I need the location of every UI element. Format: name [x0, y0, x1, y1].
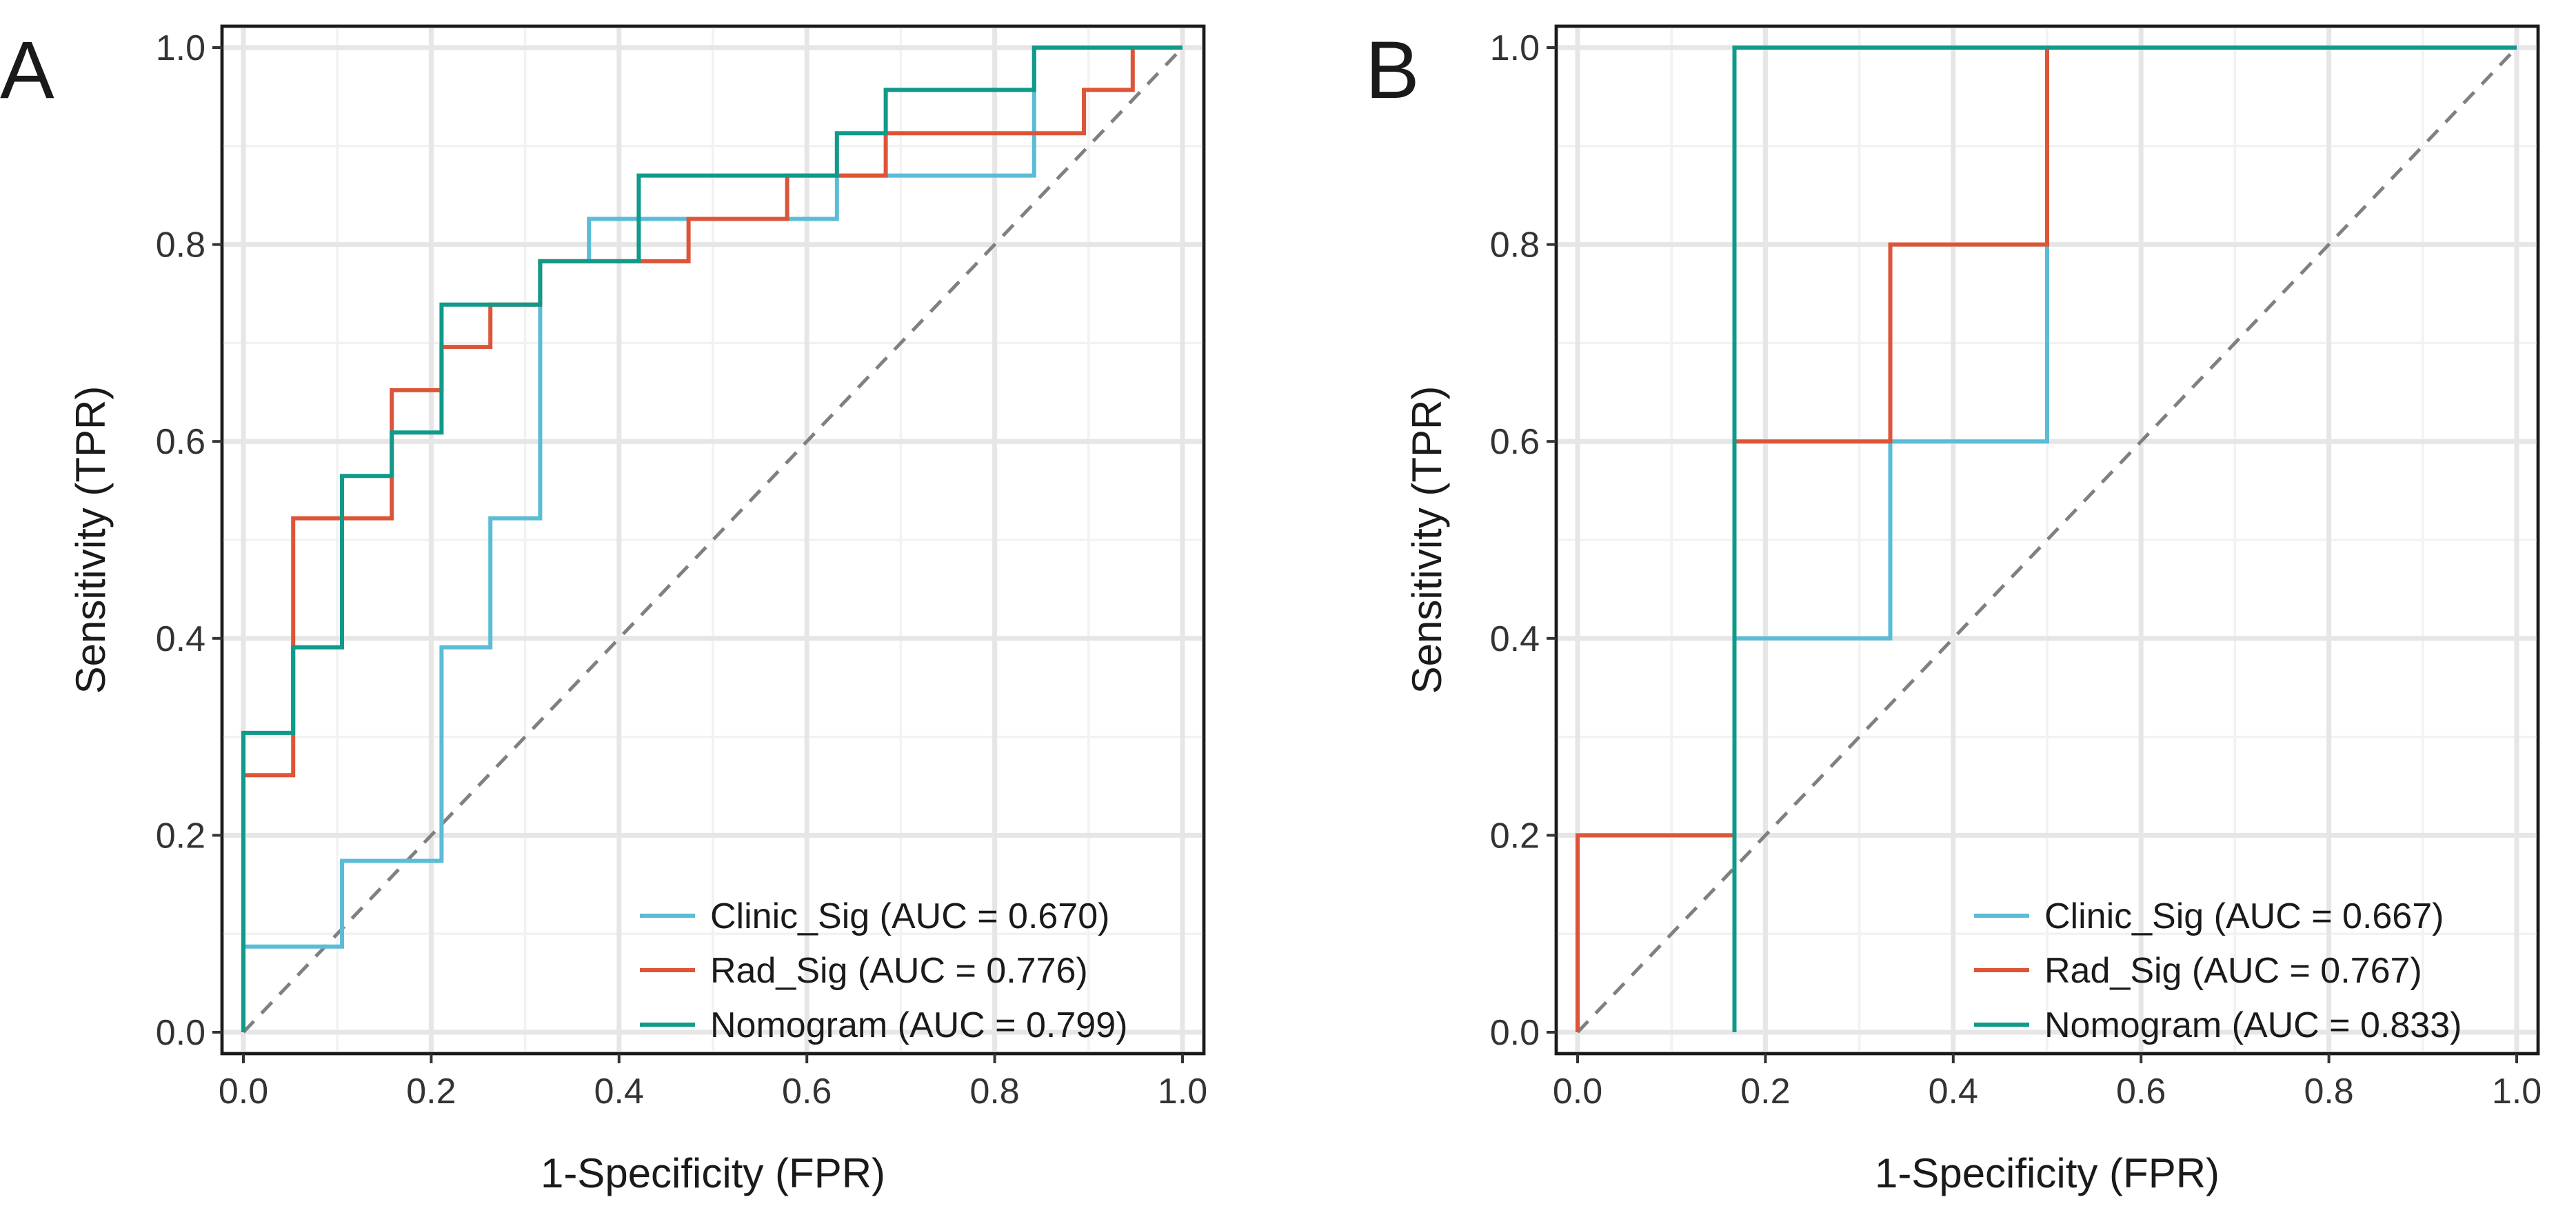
panel-a-y-axis-title: Sensitivity (TPR)	[68, 386, 114, 694]
panel-a-y-tick-label: 0.4	[156, 619, 205, 659]
panel-b: B 0.0 0.2 0.4 0.6 0.8 1.0 0.0 0.2 0.4 0.…	[1365, 24, 2542, 1196]
panel-b-ticks: 0.0 0.2 0.4 0.6 0.8 1.0 0.0 0.2 0.4 0.6 …	[1490, 28, 2542, 1112]
panel-b-y-tick-label: 0.2	[1490, 816, 1540, 856]
panel-a-x-tick-label: 0.8	[969, 1072, 1019, 1112]
panel-b-roc-line-nomogram	[1732, 46, 2517, 1032]
panel-a-y-tick-label: 0.0	[156, 1013, 205, 1053]
panel-b-reference-diagonal	[1576, 46, 2518, 1034]
panel-b-x-tick-label: 1.0	[2492, 1072, 2542, 1112]
panel-b-x-tick-label: 0.4	[1929, 1072, 1978, 1112]
panel-a-roc-curves	[241, 46, 1183, 1032]
panel-a-x-tick-label: 0.4	[594, 1072, 644, 1112]
panel-b-x-tick-label: 0.8	[2304, 1072, 2353, 1112]
panel-a-legend-label-rad: Rad_Sig (AUC = 0.776)	[710, 951, 1088, 991]
panel-a-reference-diagonal	[242, 46, 1184, 1034]
panel-b-x-tick-label: 0.0	[1553, 1072, 1602, 1112]
panel-b-y-tick-label: 0.4	[1490, 619, 1540, 659]
panel-a-letter: A	[0, 25, 54, 116]
panel-b-y-tick-label: 0.8	[1490, 225, 1540, 265]
panel-a-y-tick-label: 0.6	[156, 422, 205, 462]
panel-b-y-tick-label: 0.0	[1490, 1013, 1540, 1053]
panel-b-legend-label-nomogram: Nomogram (AUC = 0.833)	[2044, 1005, 2462, 1045]
panel-b-roc-curves	[1576, 46, 2517, 1032]
panel-a-x-tick-label: 1.0	[1158, 1072, 1207, 1112]
panel-b-y-axis-title: Sensitivity (TPR)	[1404, 386, 1450, 694]
panel-a-x-tick-label: 0.6	[782, 1072, 832, 1112]
panel-b-plot-border	[1554, 24, 2540, 1056]
panel-b-x-axis-title: 1-Specificity (FPR)	[1875, 1150, 2220, 1196]
panel-b-legend-label-clinic: Clinic_Sig (AUC = 0.667)	[2044, 896, 2444, 936]
panel-b-letter: B	[1365, 25, 1420, 116]
panel-a-legend: Clinic_Sig (AUC = 0.670) Rad_Sig (AUC = …	[640, 896, 1127, 1045]
panel-b-y-tick-label: 0.6	[1490, 422, 1540, 462]
panel-a-legend-label-clinic: Clinic_Sig (AUC = 0.670)	[710, 896, 1109, 936]
panel-a-x-tick-label: 0.0	[219, 1072, 268, 1112]
panel-a-x-axis-title: 1-Specificity (FPR)	[541, 1150, 885, 1196]
panel-a-plot-border	[220, 24, 1206, 1056]
panel-a-grid	[222, 26, 1204, 1054]
panel-a-y-tick-label: 0.8	[156, 225, 205, 265]
panel-b-roc-line-rad	[1576, 48, 2049, 1032]
panel-b-x-tick-label: 0.6	[2116, 1072, 2166, 1112]
panel-a-roc-line-nomogram	[241, 46, 1183, 1032]
panel-b-legend-label-rad: Rad_Sig (AUC = 0.767)	[2044, 951, 2422, 991]
panel-b-legend: Clinic_Sig (AUC = 0.667) Rad_Sig (AUC = …	[1974, 896, 2462, 1045]
panel-a-y-tick-label: 0.2	[156, 816, 205, 856]
panel-b-x-tick-label: 0.2	[1740, 1072, 1790, 1112]
panel-a-x-tick-label: 0.2	[406, 1072, 456, 1112]
panel-a-roc-line-clinic	[241, 46, 1183, 1032]
panel-a: A 0.0 0.2 0.4 0.6 0.8 1.0 0.0 0.2 0.4 0.…	[0, 24, 1207, 1196]
panel-a-y-tick-label: 1.0	[156, 28, 205, 68]
panel-a-legend-label-nomogram: Nomogram (AUC = 0.799)	[710, 1005, 1127, 1045]
panel-a-ticks: 0.0 0.2 0.4 0.6 0.8 1.0 0.0 0.2 0.4 0.6 …	[156, 28, 1207, 1112]
panel-b-y-tick-label: 1.0	[1490, 28, 1540, 68]
